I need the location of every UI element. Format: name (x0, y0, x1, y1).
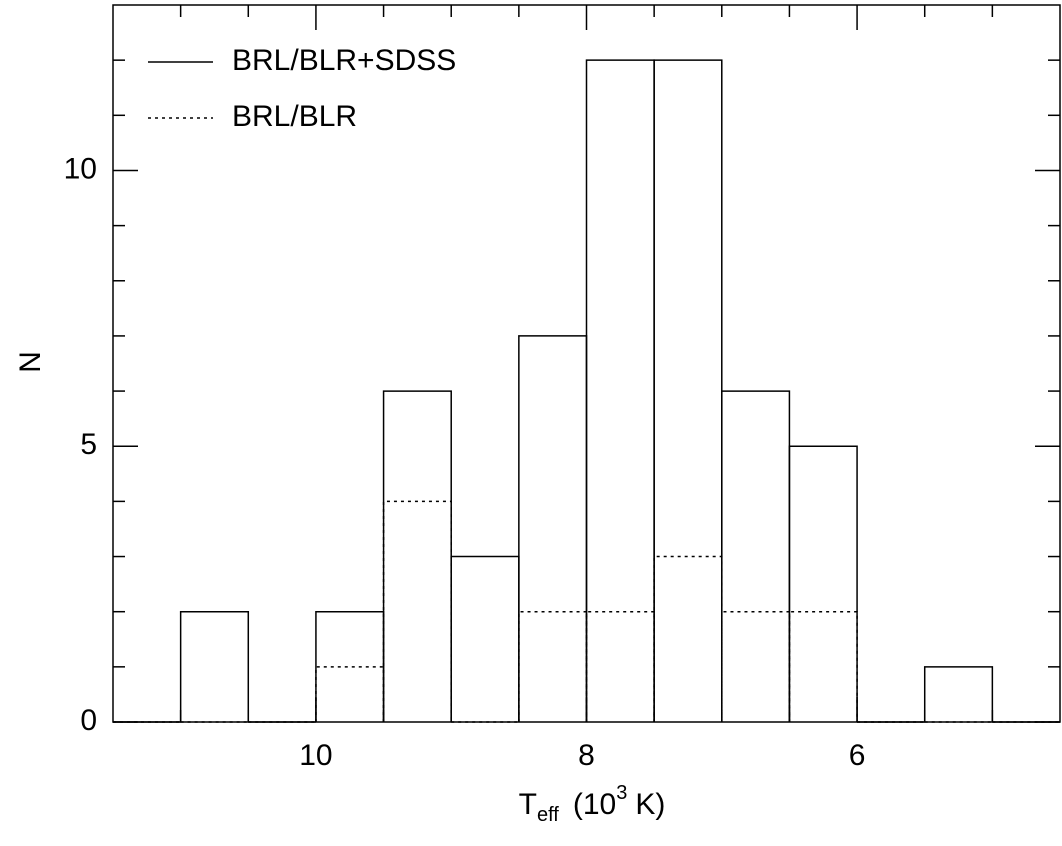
histogram-bar (179, 610, 250, 722)
histogram-bar (518, 335, 588, 722)
x-label-base: T (519, 788, 537, 821)
histogram-bar (653, 59, 723, 722)
histogram-bar (923, 666, 994, 722)
x-label-end: K) (635, 788, 665, 821)
histogram-bar (382, 390, 452, 722)
histogram-bar (788, 610, 858, 722)
histogram-bar (382, 500, 452, 722)
histogram-bar (450, 555, 520, 722)
y-tick-label: 0 (80, 704, 97, 737)
histogram-bar (585, 59, 655, 722)
x-label-sup: 3 (616, 782, 627, 804)
legend-label: BRL/BLR (232, 100, 357, 133)
x-tick-label: 10 (299, 739, 332, 772)
x-tick-label: 6 (849, 739, 866, 772)
histogram-bar (585, 610, 655, 722)
histogram-bar (653, 555, 723, 722)
histogram-bar (721, 390, 791, 722)
histogram-bar (721, 610, 791, 722)
x-axis-label: Teff (103 K) (519, 782, 666, 826)
histogram-bar (315, 666, 385, 722)
legend-label: BRL/BLR+SDSS (232, 44, 456, 77)
histogram-bar (788, 445, 858, 722)
histogram-bar (518, 610, 588, 722)
y-tick-label: 5 (80, 428, 97, 461)
x-label-rest: (10 (573, 788, 616, 821)
y-axis-label: N (14, 351, 47, 373)
x-tick-label: 8 (578, 739, 595, 772)
x-label-sub: eff (537, 804, 559, 826)
y-tick-label: 10 (64, 152, 97, 185)
